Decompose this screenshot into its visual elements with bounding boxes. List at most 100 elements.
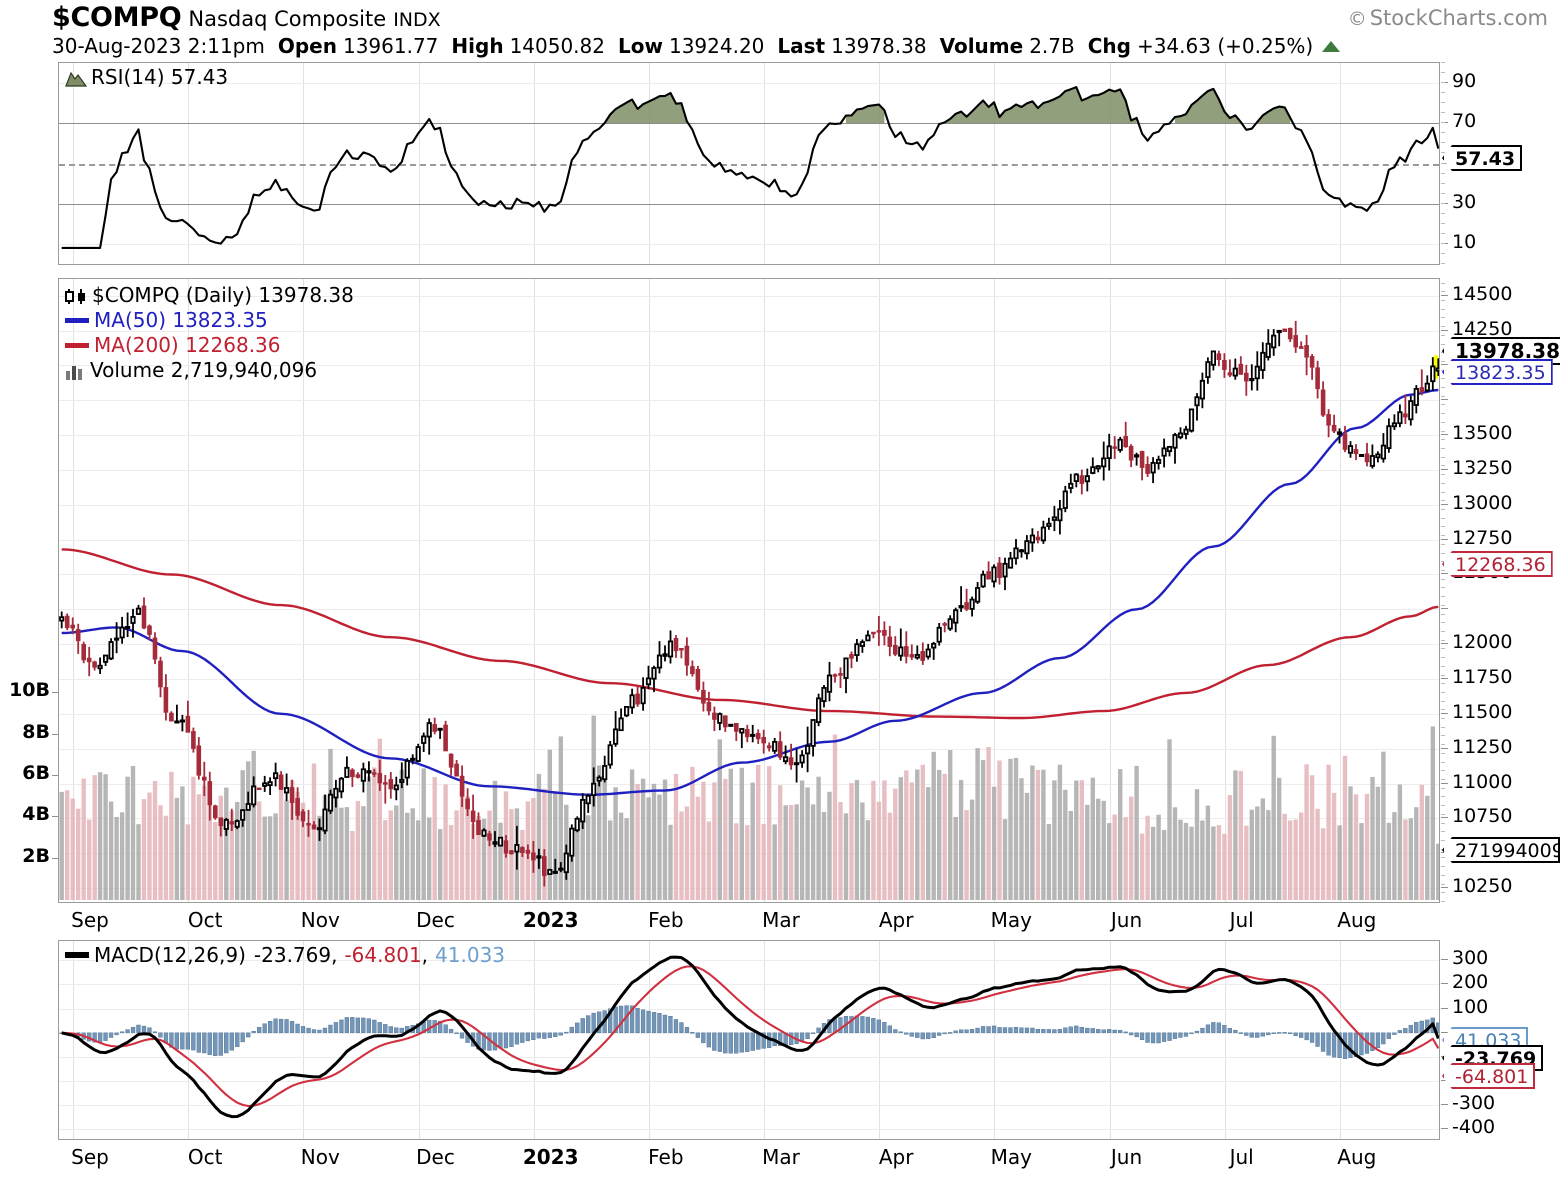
axis-tick-minor (1441, 352, 1445, 354)
axis-tick-minor (1441, 726, 1445, 728)
axis-tick-minor (1441, 657, 1445, 659)
ma50-callout: 13823.35 (1442, 359, 1553, 385)
x-axis-label: Nov (300, 1145, 340, 1169)
axis-tick-minor (1441, 317, 1445, 319)
gridline-horizontal (59, 644, 1439, 646)
chart-title: $COMPQ Nasdaq Composite INDX (52, 2, 441, 33)
axis-tick-minor (1441, 779, 1445, 781)
axis-tick-minor (1441, 761, 1445, 763)
axis-tick (1441, 294, 1448, 296)
axis-tick-minor (1441, 92, 1445, 94)
axis-tick-minor (1441, 613, 1445, 615)
legend-volume-label: Volume 2,719,940,096 (90, 358, 318, 382)
axis-tick-minor (1441, 648, 1445, 650)
gridline-vertical (303, 279, 305, 902)
axis-tick (1441, 678, 1448, 679)
price-axis-label: 13500 (1452, 422, 1513, 445)
axis-tick-minor (1441, 622, 1445, 624)
price-axis-label: 11000 (1452, 770, 1513, 793)
gridline-vertical (73, 941, 74, 1139)
change-up-arrow-icon (1322, 41, 1341, 52)
ma200-color-swatch (65, 343, 89, 348)
rsi-overbought-fill (1175, 88, 1241, 124)
axis-tick-minor (1441, 813, 1445, 815)
quote-last-value: 13978.38 (831, 34, 927, 58)
quote-open-value: 13961.77 (342, 34, 439, 58)
axis-tick-minor (1441, 509, 1445, 510)
macd-signal-callout: -64.801 (1442, 1063, 1536, 1089)
rsi-overbought-fill (944, 87, 1137, 124)
x-axis-label: Aug (1337, 908, 1377, 932)
axis-tick-minor (1441, 482, 1445, 484)
gridline-horizontal (59, 1081, 1439, 1083)
axis-tick (52, 857, 59, 859)
axis-tick-minor (1441, 517, 1445, 519)
axis-tick (1441, 887, 1448, 889)
quote-volume-label: Volume (939, 34, 1024, 58)
axis-tick (1441, 329, 1448, 331)
axis-tick-minor (1441, 82, 1445, 84)
axis-tick-minor (1441, 395, 1445, 397)
axis-tick (52, 733, 59, 735)
axis-tick-minor (1441, 142, 1445, 144)
rsi-axis-label: 30 (1452, 190, 1477, 213)
axis-tick (1441, 747, 1448, 749)
macd-series (59, 955, 1439, 1119)
quote-low-label: Low (618, 34, 663, 58)
legend-ma50-label: MA(50) 13823.35 (94, 308, 268, 332)
axis-tick-minor (1441, 343, 1445, 345)
legend-row-ma200: MA(200) 12268.36 (65, 333, 354, 358)
x-axis-label: Apr (878, 908, 914, 932)
gridline-vertical (764, 279, 765, 902)
rsi-level-10 (59, 243, 1439, 245)
axis-tick-minor (1441, 465, 1445, 467)
axis-tick-minor (1441, 430, 1445, 432)
gridline-horizontal (59, 713, 1439, 715)
rsi-axis-label: 90 (1452, 70, 1477, 93)
legend-row-volume: Volume 2,719,940,096 (65, 358, 354, 383)
quote-high-value: 14050.82 (509, 34, 605, 58)
axis-tick-minor (1441, 439, 1445, 441)
macd-legend-sep2: , (421, 943, 429, 967)
axis-tick-minor (1441, 152, 1445, 154)
rsi-level-50 (59, 163, 1439, 166)
legend-row-ma50: MA(50) 13823.35 (65, 308, 354, 333)
rsi-axis-label: 70 (1452, 110, 1477, 133)
x-axis-bottom: Sep Oct Nov Dec 2023 Feb Mar Apr May Jun Jul Aug (58, 1145, 1440, 1175)
x-axis-label: Sep (71, 1145, 109, 1169)
axis-tick-minor (1441, 413, 1445, 415)
axis-tick-minor (1441, 700, 1445, 702)
axis-tick-minor (1441, 112, 1445, 114)
gridline-horizontal (59, 295, 1439, 297)
axis-tick-minor (1441, 691, 1445, 693)
axis-tick-minor (1441, 665, 1445, 667)
axis-tick-minor (1441, 770, 1445, 772)
axis-tick-minor (1441, 404, 1445, 406)
gridline-vertical (1109, 941, 1111, 1139)
axis-tick-minor (1441, 448, 1445, 450)
gridline-horizontal (59, 960, 1439, 962)
gridline-vertical (879, 279, 881, 902)
gridline-vertical (73, 279, 74, 902)
rsi-level-70 (59, 123, 1439, 125)
price-axis-label: 11250 (1452, 735, 1513, 758)
axis-tick (52, 816, 59, 818)
last-bar-highlight (1433, 355, 1439, 379)
axis-tick-minor (1441, 857, 1445, 859)
axis-tick (1441, 1080, 1448, 1082)
axis-tick (1441, 1007, 1448, 1009)
gridline-horizontal (59, 504, 1439, 506)
gridline-horizontal (59, 984, 1439, 986)
x-axis-label: Nov (300, 908, 340, 932)
axis-tick-minor (1441, 387, 1445, 389)
axis-tick-minor (1441, 72, 1445, 74)
axis-tick-minor (1441, 308, 1445, 310)
gridline-vertical (879, 941, 881, 1139)
axis-tick-minor (1441, 683, 1445, 685)
copyright-icon: © (1347, 8, 1367, 30)
axis-tick-minor (1441, 569, 1445, 571)
macd-axis-label: 300 (1452, 947, 1489, 970)
axis-tick-minor (1441, 202, 1445, 204)
quote-high-label: High (451, 34, 504, 58)
gridline-vertical (1224, 279, 1226, 902)
